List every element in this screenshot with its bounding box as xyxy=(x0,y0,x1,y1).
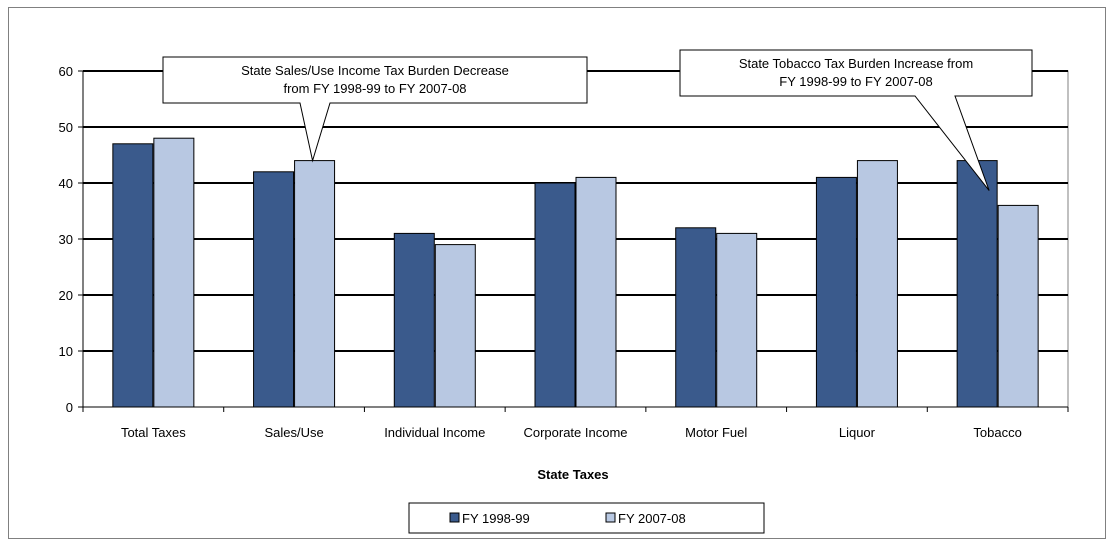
callouts: State Sales/Use Income Tax Burden Decrea… xyxy=(162,49,1033,191)
bars xyxy=(112,137,1039,408)
x-tick-label: Corporate Income xyxy=(523,425,627,440)
callout-text: FY 1998-99 to FY 2007-08 xyxy=(779,74,932,89)
x-tick-label: Sales/Use xyxy=(264,425,323,440)
legend: FY 1998-99 FY 2007-08 xyxy=(408,502,765,534)
x-axis-title: State Taxes xyxy=(537,467,608,482)
bar-fy1998-99 xyxy=(393,232,435,408)
bar-fy1998-99 xyxy=(956,160,998,408)
bar-fy1998-99 xyxy=(815,176,857,408)
x-tick-label: Motor Fuel xyxy=(685,425,747,440)
y-tick-label: 40 xyxy=(59,176,73,191)
x-tick-label: Total Taxes xyxy=(121,425,186,440)
callout-box xyxy=(162,56,588,163)
bar-fy1998-99 xyxy=(112,143,154,408)
y-tick-label: 60 xyxy=(59,64,73,79)
bar-fy2007-08 xyxy=(856,160,898,408)
x-tick-label: Individual Income xyxy=(384,425,485,440)
bar-fy2007-08 xyxy=(434,244,476,408)
callout-text: from FY 1998-99 to FY 2007-08 xyxy=(283,81,466,96)
legend-swatch xyxy=(449,512,460,523)
callout-text: State Tobacco Tax Burden Increase from xyxy=(739,56,973,71)
y-tick-label: 30 xyxy=(59,232,73,247)
callout-text: State Sales/Use Income Tax Burden Decrea… xyxy=(241,63,509,78)
bar-fy2007-08 xyxy=(294,160,336,408)
x-tick-label: Tobacco xyxy=(973,425,1021,440)
y-tick-label: 0 xyxy=(66,400,73,415)
legend-swatch xyxy=(605,512,616,523)
callout: State Sales/Use Income Tax Burden Decrea… xyxy=(162,56,588,163)
bar-fy2007-08 xyxy=(575,176,617,408)
y-tick-label: 10 xyxy=(59,344,73,359)
bar-fy2007-08 xyxy=(153,137,195,408)
bar-fy2007-08 xyxy=(997,204,1039,408)
bar-fy1998-99 xyxy=(253,171,295,408)
legend-box xyxy=(408,502,765,534)
x-tick-label: Liquor xyxy=(839,425,876,440)
callout-box xyxy=(679,49,1033,191)
y-tick-label: 50 xyxy=(59,120,73,135)
legend-label: FY 2007-08 xyxy=(618,511,686,526)
legend-label: FY 1998-99 xyxy=(462,511,530,526)
bar-fy2007-08 xyxy=(716,232,758,408)
axes: 0 10 20 30 40 50 60 Total Taxes Sales/Use Individ… xyxy=(59,64,1069,440)
bar-fy1998-99 xyxy=(534,182,576,408)
y-tick-label: 20 xyxy=(59,288,73,303)
callout: State Tobacco Tax Burden Increase from FY… xyxy=(679,49,1033,191)
bar-fy1998-99 xyxy=(675,227,717,408)
